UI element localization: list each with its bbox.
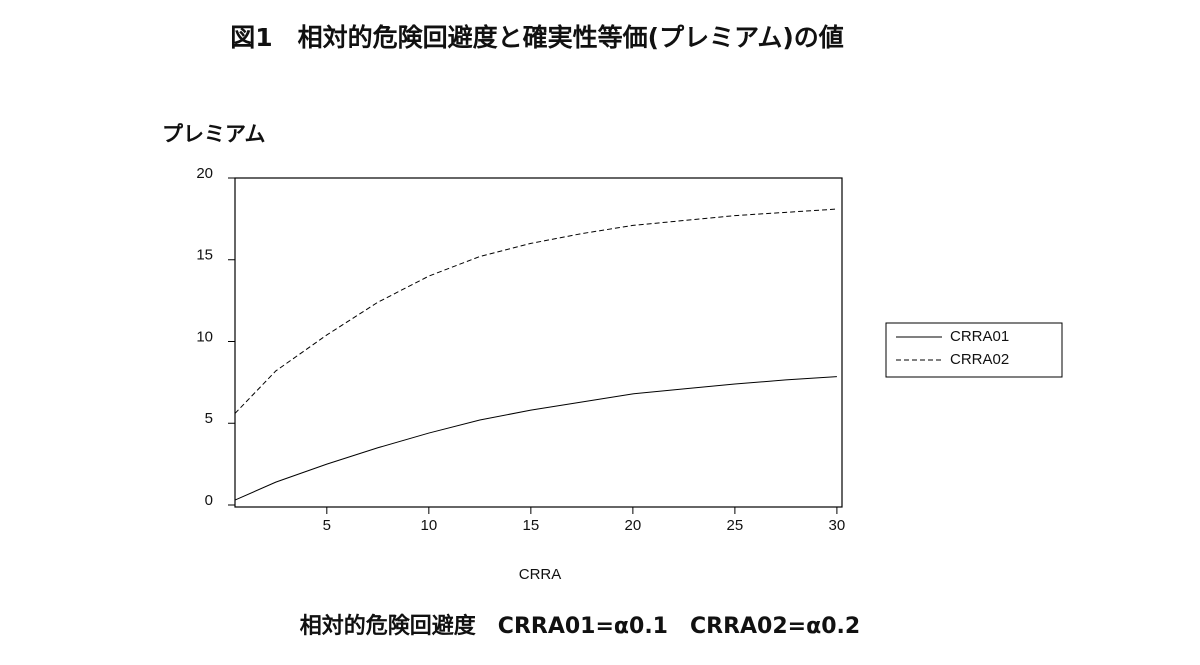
legend-box [885, 322, 1063, 378]
y-tick-label: 10 [196, 328, 213, 345]
x-tick-label: 30 [829, 517, 846, 534]
y-tick-label: 5 [205, 410, 213, 427]
series-line [234, 208, 837, 414]
plot-frame [234, 177, 843, 508]
series-line [234, 376, 837, 501]
y-tick-label: 20 [196, 165, 213, 182]
legend-label: CRRA01 [950, 328, 1009, 345]
chart-title: 図1 相対的危険回避度と確実性等価(プレミアム)の値 [230, 23, 844, 52]
x-tick-label: 10 [420, 517, 437, 534]
y-axis-label: プレミアム [162, 122, 266, 146]
x-tick-label: 20 [625, 517, 642, 534]
y-tick-label: 0 [205, 492, 213, 509]
x-tick-label: 25 [727, 517, 744, 534]
y-tick-label: 15 [196, 247, 213, 264]
x-tick-label: 15 [523, 517, 540, 534]
x-tick-label: 5 [323, 517, 331, 534]
x-axis-label: CRRA [519, 566, 562, 583]
legend-label: CRRA02 [950, 351, 1009, 368]
caption: 相対的危険回避度 CRRA01=α0.1 CRRA02=α0.2 [300, 613, 860, 639]
